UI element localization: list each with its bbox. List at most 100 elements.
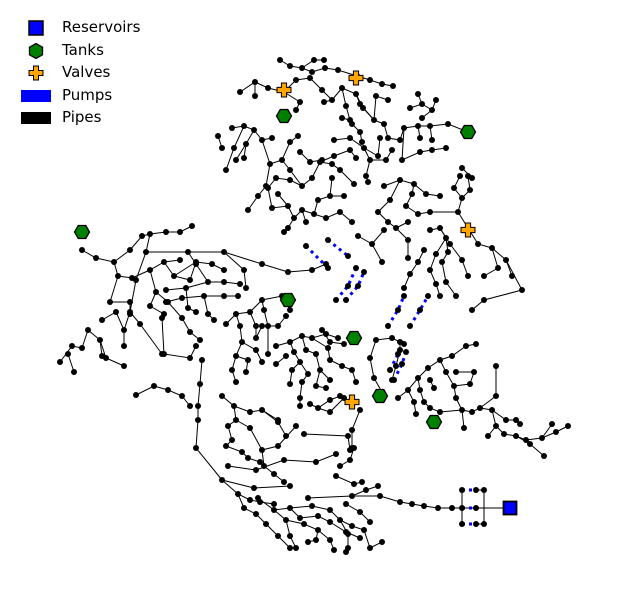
junction-node xyxy=(473,341,479,347)
junction-node xyxy=(147,231,153,237)
pipe xyxy=(261,449,285,483)
junction-node xyxy=(221,293,227,299)
legend-label-reservoirs: Reservoirs xyxy=(62,18,141,36)
junction-node xyxy=(407,105,413,111)
junction-node xyxy=(377,493,383,499)
junction-node xyxy=(163,229,169,235)
junction-node xyxy=(229,437,235,443)
junction-node xyxy=(401,285,407,291)
junction-node xyxy=(419,101,425,107)
junction-node xyxy=(205,311,211,317)
junction-node xyxy=(233,353,239,359)
junction-node xyxy=(335,67,341,73)
junction-node xyxy=(493,393,499,399)
junction-node xyxy=(299,65,305,71)
junction-node xyxy=(231,145,237,151)
junction-node xyxy=(477,405,483,411)
junction-node xyxy=(513,433,519,439)
junction-node xyxy=(265,85,271,91)
junction-node xyxy=(503,257,509,263)
junction-node xyxy=(221,249,227,255)
junction-node xyxy=(371,117,377,123)
pipe xyxy=(221,395,287,437)
junction-node xyxy=(137,321,143,327)
junction-node xyxy=(327,193,333,199)
junction-node xyxy=(337,463,343,469)
junction-node xyxy=(345,531,351,537)
junction-node xyxy=(229,125,235,131)
junction-node xyxy=(195,403,201,409)
junction-node xyxy=(253,347,259,353)
pipe xyxy=(187,251,241,285)
junction-node xyxy=(355,283,361,289)
junction-node xyxy=(293,545,299,551)
junction-node xyxy=(379,81,385,87)
junction-node xyxy=(245,357,251,363)
junction-node xyxy=(233,417,239,423)
pipe xyxy=(401,127,447,161)
junction-node xyxy=(259,137,265,143)
junction-node xyxy=(303,347,309,353)
pipe xyxy=(303,433,351,451)
junction-node xyxy=(275,443,281,449)
valve-icon xyxy=(28,65,44,81)
junction-node xyxy=(289,367,295,373)
junction-node xyxy=(237,89,243,95)
junction-node xyxy=(367,519,373,525)
pipe xyxy=(289,361,301,385)
junction-node xyxy=(275,417,281,423)
junction-node xyxy=(275,533,281,539)
pipe xyxy=(319,149,357,163)
junction-node xyxy=(177,257,183,263)
junction-node xyxy=(459,487,465,493)
junction-node xyxy=(327,507,333,513)
junction-node xyxy=(287,381,293,387)
junction-node xyxy=(275,191,281,197)
junction-node xyxy=(121,327,127,333)
junction-node xyxy=(193,445,199,451)
junction-node xyxy=(297,149,303,155)
junction-node xyxy=(287,307,293,313)
junction-node xyxy=(413,411,419,417)
junction-node xyxy=(139,233,145,239)
tank xyxy=(371,388,389,404)
junction-node xyxy=(445,121,451,127)
junction-node xyxy=(481,273,487,279)
junction-node xyxy=(381,121,387,127)
junction-node xyxy=(273,361,279,367)
junction-node xyxy=(69,343,75,349)
junction-node xyxy=(85,327,91,333)
junction-node xyxy=(327,377,333,383)
junction-node xyxy=(451,185,457,191)
junction-node xyxy=(335,335,341,341)
junction-node xyxy=(389,335,395,341)
pipe xyxy=(341,87,351,121)
valve xyxy=(344,394,360,410)
junction-node xyxy=(273,175,279,181)
junction-node xyxy=(285,269,291,275)
junction-node xyxy=(281,229,287,235)
pipe xyxy=(457,175,471,213)
pipe xyxy=(471,289,523,311)
junction-node xyxy=(407,323,413,329)
junction-node xyxy=(365,179,371,185)
pipe xyxy=(299,373,309,406)
legend-label-valves: Valves xyxy=(62,63,111,81)
junction-node xyxy=(411,399,417,405)
pipe xyxy=(409,99,437,111)
junction-node xyxy=(261,307,267,313)
junction-node xyxy=(397,499,403,505)
junction-node xyxy=(243,285,249,291)
junction-node xyxy=(127,299,133,305)
junction-node xyxy=(245,455,251,461)
junction-node xyxy=(133,392,139,398)
junction-node xyxy=(327,409,333,415)
junction-node xyxy=(219,393,225,399)
junction-node xyxy=(395,395,401,401)
junction-node xyxy=(443,369,449,375)
junction-node xyxy=(349,219,355,225)
junction-node xyxy=(379,259,385,265)
junction-node xyxy=(239,449,245,455)
junction-node xyxy=(253,467,259,473)
junction-layer xyxy=(57,57,571,555)
